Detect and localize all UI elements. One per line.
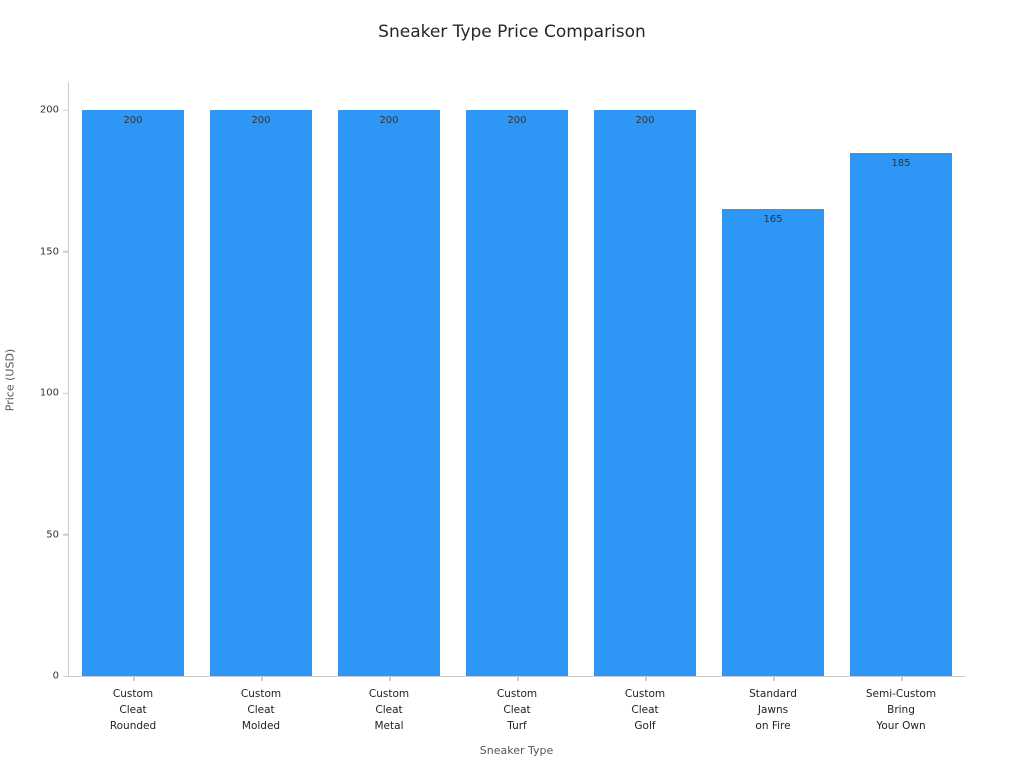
y-tick-mark [63,250,69,253]
y-tick-mark [63,392,69,394]
x-tick-labels: Custom Cleat Rounded Custom Cleat Molded Custo… [69,676,965,734]
x-tick-label-line: Standard [749,688,797,700]
y-axis-title: Price (USD) [3,348,17,412]
bar-value-label: 200 [507,115,527,127]
bar: 200 [81,110,185,676]
x-tick-label-line: Cleat [503,704,531,716]
bar: 200 [337,110,441,676]
x-tick-label-line: Turf [507,720,527,732]
x-tick-label-line: Cleat [119,704,147,716]
bar-slot: 200 [581,82,709,676]
x-tick-label-line: Bring [887,704,915,716]
x-tick-label: Semi-Custom Bring Your Own [837,676,965,734]
x-tick-label: Custom Cleat Metal [325,676,453,734]
x-tick-label-line: Custom [240,688,282,700]
x-tick-mark [261,676,263,681]
x-tick-label: Custom Cleat Golf [581,676,709,734]
x-tick-label-line: Golf [634,720,656,732]
y-tick-label: 100 [39,387,59,399]
x-tick-mark [133,676,135,681]
x-tick-label-line: Cleat [631,704,659,716]
bar: 200 [465,110,569,676]
y-tick-label: 50 [46,529,59,541]
x-tick-label-line: Your Own [876,720,926,732]
y-tick-mark [63,675,69,677]
bar-value-label: 200 [379,115,399,127]
bar-slot: 200 [325,82,453,676]
bar-value-label: 200 [635,115,655,127]
x-axis-title: Sneaker Type [479,744,554,757]
bar-slot: 185 [837,82,965,676]
x-tick-label-line: Cleat [247,704,275,716]
plot-area: 200 200 200 200 200 165 185 Custom Cleat Rounded… [40,82,965,732]
x-tick-label: Standard Jawns on Fire [709,676,837,734]
x-tick-label-line: Semi-Custom [865,688,937,700]
bar-value-label: 200 [123,115,143,127]
bar-value-label: 165 [763,214,783,226]
x-tick-label: Custom Cleat Turf [453,676,581,734]
chart-title: Sneaker Type Price Comparison [378,22,646,42]
y-tick-label: 150 [39,246,59,258]
bar: 200 [593,110,697,676]
x-tick-label-line: Cleat [375,704,403,716]
x-tick-label-line: Metal [374,720,404,732]
bar-slot: 165 [709,82,837,676]
bar-slot: 200 [197,82,325,676]
x-tick-label-line: Rounded [109,720,157,732]
y-tick-mark [63,109,69,112]
x-tick-label-line: Molded [241,720,281,732]
bar-slot: 200 [69,82,197,676]
x-tick-label-line: Custom [368,688,410,700]
x-tick-label: Custom Cleat Molded [197,676,325,734]
bar: 200 [209,110,313,676]
bar-value-label: 185 [891,157,911,169]
bar: 185 [849,152,953,676]
bar: 165 [721,209,825,676]
x-tick-label-line: Custom [624,688,666,700]
x-tick-label-line: Custom [112,688,154,700]
x-tick-mark [773,676,775,681]
y-tick-mark [63,533,69,536]
x-tick-mark [389,676,391,681]
x-tick-label-line: on Fire [755,720,791,732]
x-tick-label-line: Jawns [757,704,789,716]
bars-container: 200 200 200 200 200 165 185 [69,82,965,676]
x-tick-label-line: Custom [496,688,538,700]
x-tick-mark [517,676,519,681]
x-tick-mark [901,676,903,681]
x-tick-label: Custom Cleat Rounded [69,676,197,734]
y-tick-label: 0 [52,670,59,682]
x-tick-mark [645,676,647,681]
bar-slot: 200 [453,82,581,676]
bar-value-label: 200 [251,115,271,127]
y-tick-label: 200 [39,104,59,116]
